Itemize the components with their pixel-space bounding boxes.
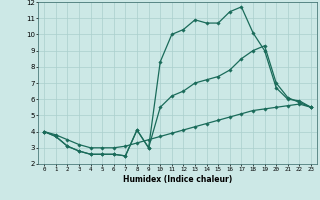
X-axis label: Humidex (Indice chaleur): Humidex (Indice chaleur): [123, 175, 232, 184]
